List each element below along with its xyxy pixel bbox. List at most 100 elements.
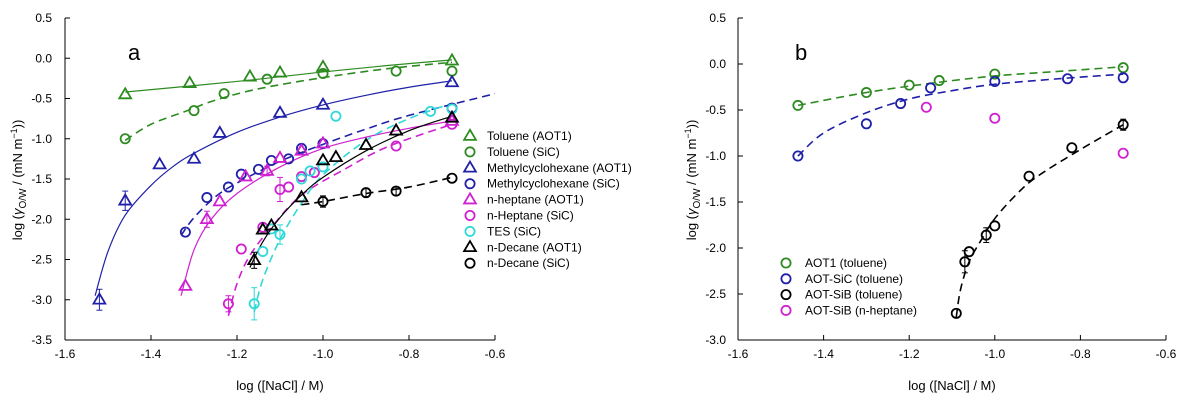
- y-tick-label: -2.5: [705, 287, 726, 301]
- y-tick-label: -3.0: [31, 293, 52, 307]
- legend-marker: [464, 146, 476, 158]
- fit-curve: [94, 80, 453, 296]
- data-point: [317, 196, 329, 208]
- data-point: [358, 137, 374, 150]
- data-point: [1023, 170, 1035, 182]
- data-point: [424, 105, 436, 117]
- fit-curve: [180, 120, 453, 296]
- data-point: [792, 99, 804, 111]
- legend-entry-label: AOT-SiB (n-heptane): [805, 303, 917, 317]
- data-point: [860, 87, 872, 99]
- series-markers: [119, 65, 458, 145]
- panel-a-letter: a: [128, 40, 141, 65]
- data-point: [188, 105, 200, 117]
- data-point: [444, 74, 460, 88]
- data-point: [1117, 72, 1129, 84]
- legend-entry-label: Methylcyclohexane (AOT1): [487, 161, 632, 175]
- y-tick-label: -1.0: [31, 132, 52, 146]
- data-point: [263, 217, 279, 231]
- fit-curve: [797, 73, 1124, 157]
- data-point: [446, 65, 458, 77]
- legend-entry-label: AOT-SiB (toluene): [805, 288, 902, 302]
- series-markers: [117, 52, 460, 100]
- fit-curve: [955, 124, 1124, 318]
- data-point: [963, 246, 975, 258]
- y-axis-title-text: log (γO/W / (mN m−1)): [683, 120, 703, 241]
- y-axis-title-text: log (γO/W / (mN m−1)): [9, 120, 29, 241]
- data-point: [222, 298, 234, 310]
- data-point: [272, 150, 288, 163]
- panel-a-legend: Toluene (AOT1) Toluene (SiC) Methylcyclohe…: [462, 128, 632, 270]
- data-point: [390, 140, 402, 152]
- series-markers: [792, 62, 1129, 111]
- data-point: [959, 256, 971, 268]
- data-point: [315, 152, 331, 166]
- panel-b-axes: -3.0 -2.5 -2.0 -1.5 -1.0 -0.5 0.0 0.5 -1.6 -1.4 -1…: [705, 11, 1176, 361]
- y-tick-label: -2.5: [31, 253, 52, 267]
- panel-a-y-axis-title: log (γO/W / (mN m−1)): [9, 120, 29, 241]
- data-point: [1117, 62, 1129, 74]
- fit-curve: [253, 102, 453, 313]
- data-point: [222, 181, 234, 193]
- panel-b-letter: b: [795, 40, 807, 65]
- data-point: [446, 118, 458, 130]
- data-point: [895, 98, 907, 110]
- data-point: [212, 193, 228, 207]
- data-point: [238, 168, 254, 182]
- x-tick-label: -1.6: [728, 347, 749, 361]
- legend-entry-label: n-Decane (AOT1): [487, 240, 582, 254]
- y-tick-label: -3.5: [31, 333, 52, 347]
- data-point: [257, 245, 269, 257]
- y-tick-label: -2.0: [705, 241, 726, 255]
- data-point: [315, 96, 331, 110]
- series-markers: [248, 103, 458, 321]
- data-point: [201, 192, 213, 204]
- data-point: [274, 229, 286, 241]
- legend-entry-label: TES (SiC): [487, 224, 541, 238]
- data-point: [317, 68, 329, 80]
- data-point: [246, 252, 262, 266]
- legend-marker: [462, 191, 478, 205]
- data-point: [1117, 119, 1129, 131]
- y-tick-label: -1.5: [31, 172, 52, 186]
- series-markers: [222, 118, 458, 313]
- data-point: [792, 150, 804, 162]
- y-tick-label: -1.5: [705, 195, 726, 209]
- fit-curve: [797, 65, 1124, 107]
- legend-entry-label: Toluene (SiC): [487, 145, 560, 159]
- x-tick-label: -0.8: [1070, 347, 1091, 361]
- data-point: [117, 86, 133, 100]
- x-tick-label: -1.0: [313, 347, 334, 361]
- data-point: [980, 229, 992, 241]
- y-tick-label: 0.5: [709, 11, 726, 25]
- legend-marker: [464, 209, 476, 221]
- series-markers: [950, 118, 1129, 319]
- legend-entry-label: Methylcyclohexane (SiC): [487, 177, 620, 191]
- data-point: [388, 122, 404, 136]
- data-point: [248, 298, 260, 310]
- data-point: [390, 65, 402, 77]
- data-point: [261, 73, 273, 85]
- data-point: [950, 307, 962, 319]
- legend-marker: [464, 178, 476, 190]
- y-tick-label: 0.5: [35, 11, 52, 25]
- series-markers: [317, 172, 458, 208]
- fit-curve: [124, 61, 453, 142]
- data-point: [179, 226, 191, 238]
- data-point: [1066, 142, 1078, 154]
- panel-a-plot-area: [91, 52, 495, 321]
- data-point: [390, 185, 402, 197]
- fit-curve: [227, 123, 453, 317]
- legend-marker: [462, 239, 478, 253]
- data-point: [304, 165, 316, 177]
- data-point: [283, 181, 295, 193]
- legend-marker: [780, 289, 792, 301]
- y-tick-label: 0.0: [709, 57, 726, 71]
- data-point: [989, 220, 1001, 232]
- series-markers: [177, 113, 460, 291]
- data-point: [1062, 73, 1074, 85]
- y-tick-label: -2.0: [31, 212, 52, 226]
- x-tick-label: -0.6: [1156, 347, 1177, 361]
- data-point: [265, 154, 277, 166]
